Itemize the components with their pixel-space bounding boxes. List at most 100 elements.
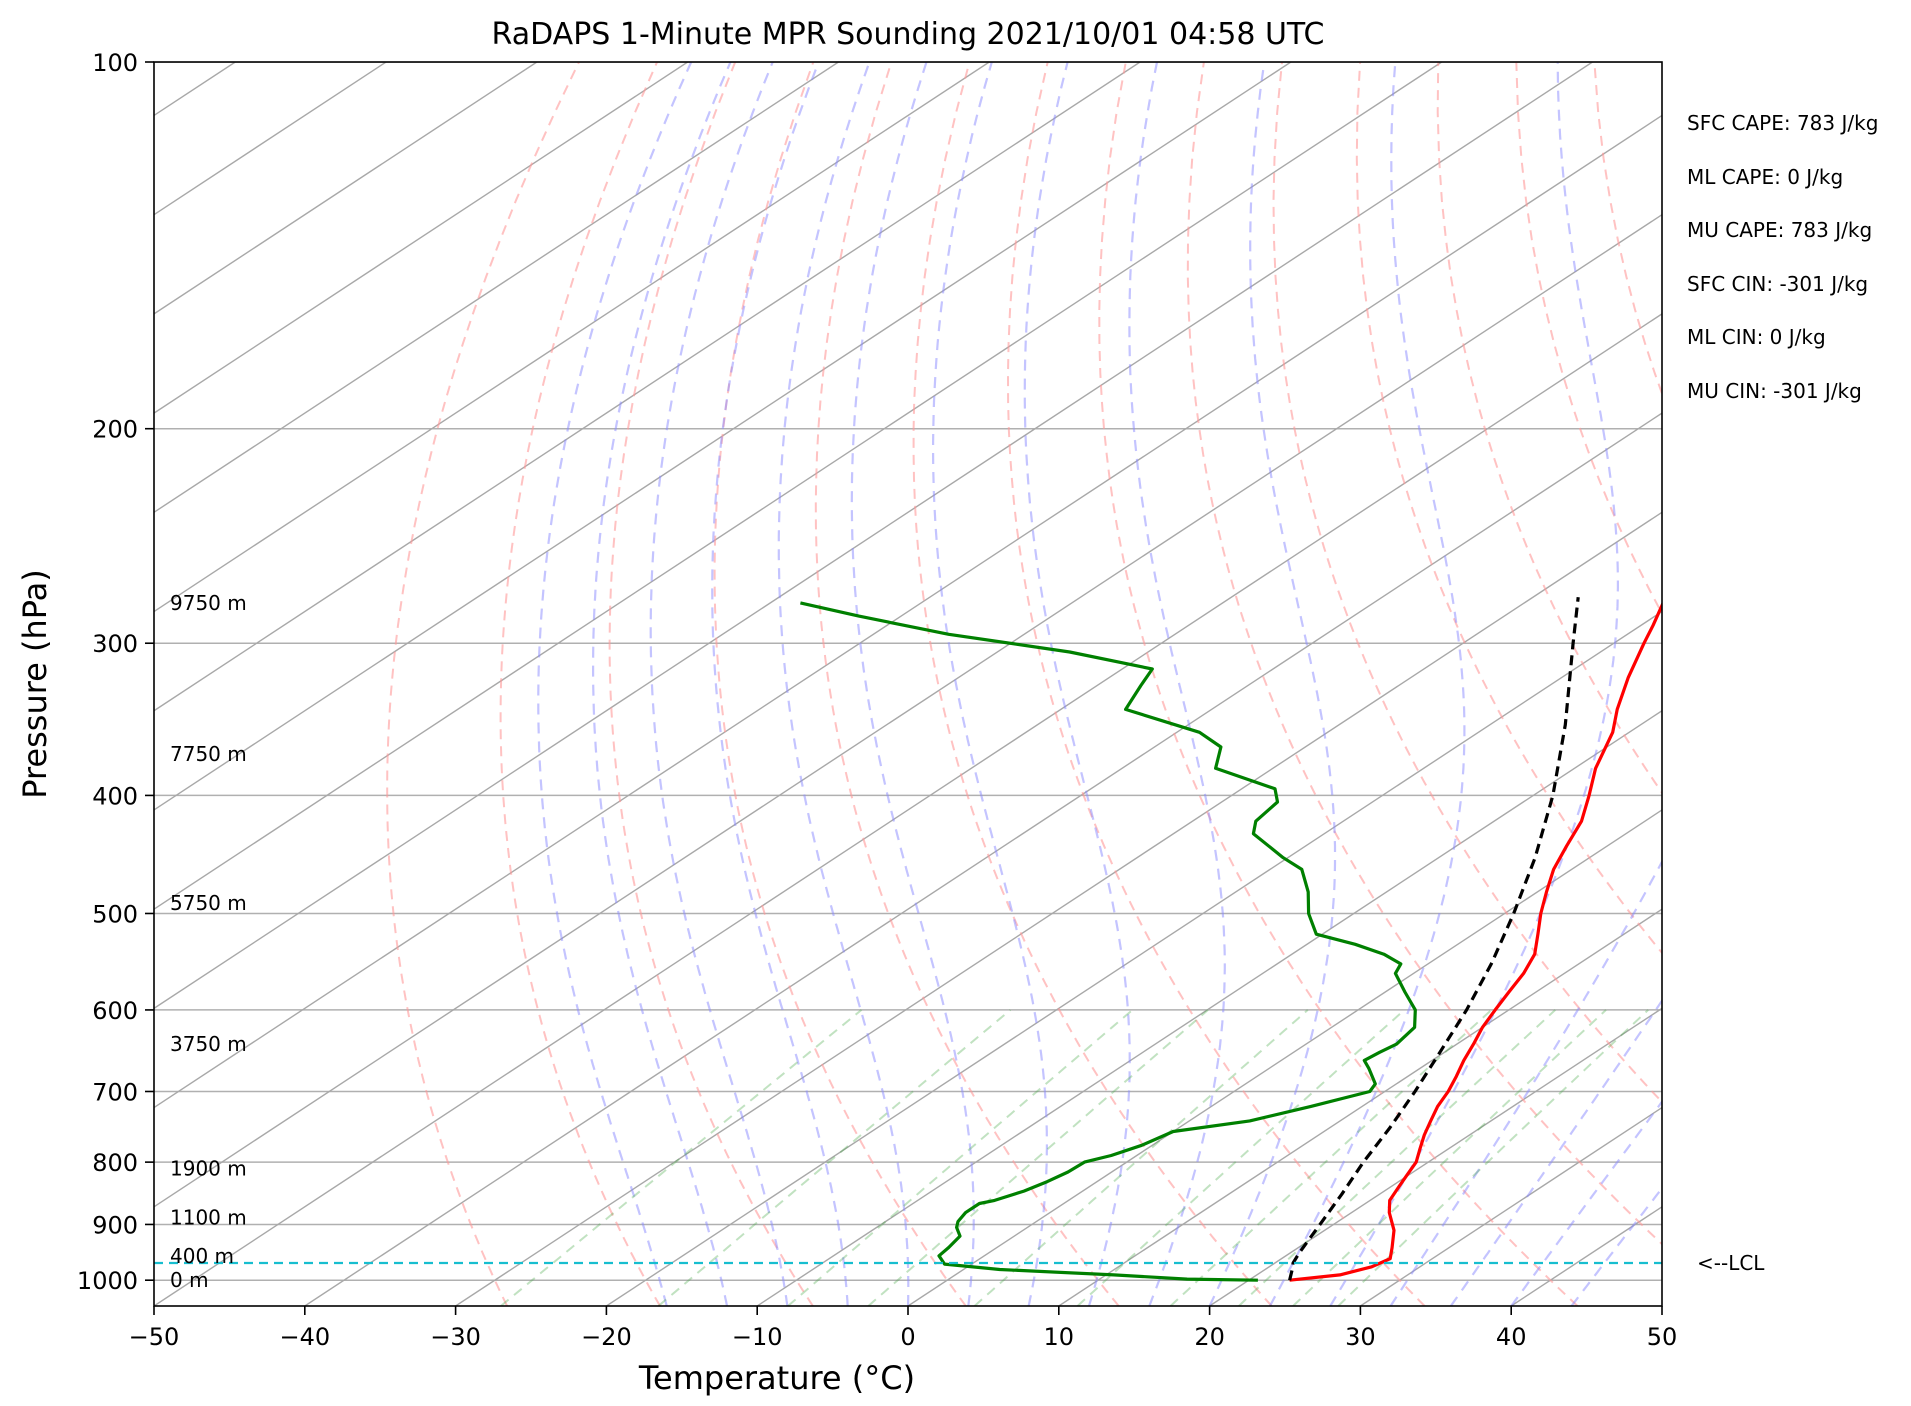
height-label: 3750 m (170, 1032, 247, 1056)
isotherm-line (154, 62, 1292, 811)
mixing-ratio-line (1076, 1009, 1406, 1306)
moist-adiabat-line (711, 62, 849, 1306)
isotherm-line (154, 62, 1593, 1010)
mixing-ratio-line (657, 1009, 1012, 1306)
moist-adiabat-line (1449, 998, 1662, 1306)
moist-adiabat-lines (537, 62, 1662, 1306)
isotherm-line (154, 62, 990, 613)
height-label: 1100 m (170, 1205, 247, 1229)
height-label: 9750 m (170, 591, 247, 615)
mixing-ratio-line (867, 1009, 1209, 1306)
isotherm-line (1209, 1007, 1662, 1306)
moist-adiabat-line (591, 62, 732, 1306)
y-tick-label: 600 (92, 997, 138, 1025)
x-tick-label: −40 (279, 1323, 330, 1351)
isotherm-line (606, 610, 1662, 1306)
sfc-cape-text: SFC CAPE: 783 J/kg (1687, 111, 1878, 135)
y-tick-label: 100 (92, 49, 138, 77)
x-tick-label: −10 (732, 1323, 783, 1351)
x-tick-label: −20 (581, 1323, 632, 1351)
x-axis-label: Temperature (°C) (638, 1359, 915, 1397)
moist-adiabat-line (1128, 62, 1226, 1306)
moist-adiabat-line (1329, 62, 1620, 1306)
mixing-ratio-line (1292, 1009, 1607, 1306)
temperature-profile-line (1289, 601, 1662, 1282)
y-tick-label: 900 (92, 1211, 138, 1239)
y-tick-label: 1000 (77, 1267, 138, 1295)
moist-adiabat-line (850, 62, 975, 1306)
mu-cin-text: MU CIN: -301 J/kg (1687, 379, 1862, 403)
pressure-gridlines (154, 62, 1662, 1281)
x-tick-label: 30 (1345, 1323, 1376, 1351)
isotherm-line (154, 313, 1662, 1306)
isotherm-line (154, 62, 538, 315)
isotherm-line (154, 114, 1662, 1109)
isotherm-line (455, 511, 1662, 1306)
mixing-ratio-line (1238, 1009, 1556, 1306)
isotherm-line (154, 213, 1662, 1208)
moist-adiabat-line (777, 62, 910, 1306)
height-label: 0 m (170, 1268, 209, 1292)
y-tick-label: 400 (92, 782, 138, 810)
dry-adiabat-line (1006, 62, 1426, 1306)
isotherm-line (154, 62, 1443, 910)
x-tick-label: 0 (900, 1323, 915, 1351)
dry-adiabat-line (713, 62, 967, 1306)
mixing-ratio-lines (500, 1009, 1649, 1306)
mixing-ratio-line (1337, 1009, 1649, 1306)
height-label: 400 m (170, 1244, 234, 1268)
ml-cape-text: ML CAPE: 0 J/kg (1687, 165, 1843, 189)
x-tick-label: −30 (430, 1323, 481, 1351)
moist-adiabat-line (1023, 62, 1131, 1306)
dry-adiabat-line (1355, 62, 1662, 955)
y-axis-ticks: 1000 900 800 700 600 500 400 300 200 100 (77, 49, 154, 1295)
y-tick-label: 300 (92, 630, 138, 658)
isotherm-line (304, 412, 1662, 1306)
x-tick-label: 10 (1044, 1323, 1075, 1351)
moist-adiabat-line (1208, 62, 1337, 1306)
mixing-ratio-line (787, 1009, 1134, 1306)
dry-adiabat-lines (386, 62, 1662, 1306)
mu-cape-text: MU CAPE: 783 J/kg (1687, 218, 1872, 242)
mixing-ratio-line (1169, 1009, 1493, 1306)
moist-adiabat-line (1389, 859, 1662, 1306)
dry-adiabat-line (1186, 62, 1662, 1246)
x-tick-label: 40 (1496, 1323, 1527, 1351)
x-axis-ticks: −50 −40 −30 −20 −10 0 10 20 30 40 50 (129, 1306, 1678, 1351)
sfc-cin-text: SFC CIN: -301 J/kg (1687, 272, 1868, 296)
chart-title: RaDAPS 1-Minute MPR Sounding 2021/10/01 … (492, 17, 1325, 52)
height-label: 1900 m (170, 1157, 247, 1181)
dry-adiabat-line (814, 62, 1120, 1306)
isotherm-line (907, 809, 1662, 1306)
isotherm-line (756, 709, 1662, 1306)
moist-adiabat-line (649, 62, 789, 1306)
dry-adiabat-line (912, 62, 1273, 1306)
y-tick-label: 200 (92, 416, 138, 444)
ml-cin-text: ML CIN: 0 J/kg (1687, 325, 1826, 349)
height-label: 7750 m (170, 742, 247, 766)
isotherm-line (154, 62, 839, 514)
isotherm-line (154, 62, 689, 414)
x-tick-label: 50 (1647, 1323, 1678, 1351)
dry-adiabat-line (608, 62, 814, 1306)
y-axis-label: Pressure (hPa) (16, 569, 54, 799)
moist-adiabat-line (537, 62, 693, 1306)
mixing-ratio-line (973, 1009, 1309, 1306)
y-tick-label: 500 (92, 900, 138, 928)
sounding-profiles (800, 597, 1662, 1282)
x-tick-label: −50 (129, 1323, 180, 1351)
dry-adiabat-line (1098, 62, 1579, 1306)
dry-adiabat-line (499, 62, 661, 1306)
dry-adiabat-line (386, 62, 580, 1306)
indices-panel: SFC CAPE: 783 J/kg ML CAPE: 0 J/kg MU CA… (1687, 111, 1878, 403)
moist-adiabat-line (1268, 62, 1466, 1306)
dewpoint-profile-line (800, 601, 1417, 1282)
height-label: 5750 m (170, 891, 247, 915)
lcl-label: <--LCL (1697, 1251, 1765, 1275)
isotherm-line (154, 62, 1141, 712)
parcel-profile-line (1288, 597, 1580, 1281)
